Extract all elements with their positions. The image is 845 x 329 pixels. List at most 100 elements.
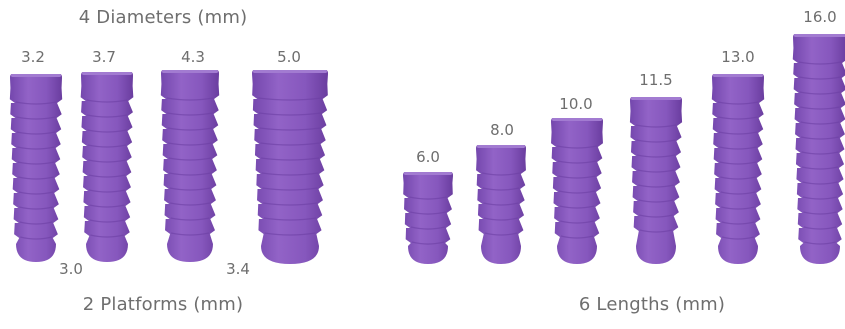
thread-line xyxy=(168,157,212,161)
thread-line xyxy=(261,172,319,176)
platform-label: 3.0 xyxy=(59,260,83,278)
collar-rim xyxy=(713,74,763,77)
thread-line xyxy=(19,206,53,210)
thread-line xyxy=(802,196,838,200)
thread-line xyxy=(721,206,755,210)
thread-line xyxy=(484,232,518,236)
length-label: 11.5 xyxy=(639,71,673,89)
thread-line xyxy=(88,189,126,193)
thread-line xyxy=(167,112,213,116)
thread-line xyxy=(18,176,54,180)
thread-line xyxy=(87,144,127,148)
thread-line xyxy=(15,101,57,105)
thread-line xyxy=(16,131,56,135)
thread-line xyxy=(87,114,127,118)
thread-line xyxy=(638,184,674,188)
thread-line xyxy=(801,136,839,140)
thread-line xyxy=(86,99,128,103)
implant-5-0 xyxy=(252,70,328,264)
collar-rim xyxy=(794,34,845,37)
thread-line xyxy=(559,205,595,209)
length-label: 16.0 xyxy=(803,8,837,26)
thread-line xyxy=(88,159,126,163)
thread-line xyxy=(259,127,321,131)
thread-line xyxy=(262,187,318,191)
thread-line xyxy=(170,232,210,236)
implant-length-6-0 xyxy=(403,172,453,264)
collar-rim xyxy=(11,74,61,77)
platform-label: 3.4 xyxy=(226,260,250,278)
thread-line xyxy=(639,214,673,218)
thread-line xyxy=(170,217,210,221)
implant-length-16-0 xyxy=(792,34,845,264)
collar-rim xyxy=(253,70,327,73)
thread-line xyxy=(802,181,838,185)
thread-line xyxy=(410,211,446,215)
thread-line xyxy=(718,131,758,135)
implant-3-2-body xyxy=(9,74,63,262)
thread-line xyxy=(638,199,674,203)
implant-length-13-0 xyxy=(711,74,765,264)
thread-line xyxy=(411,241,445,245)
thread-line xyxy=(260,142,320,146)
collar-rim xyxy=(82,72,132,75)
implant-3-7-body xyxy=(80,72,134,262)
thread-line xyxy=(558,190,596,194)
thread-line xyxy=(258,112,322,116)
thread-line xyxy=(560,235,594,239)
diameter-label: 3.2 xyxy=(21,48,45,66)
thread-line xyxy=(636,139,676,143)
thread-line xyxy=(482,172,520,176)
thread-line xyxy=(720,191,756,195)
implant-4-3-body xyxy=(160,70,220,262)
thread-line xyxy=(263,217,317,221)
thread-line xyxy=(803,211,837,215)
platforms-title: 2 Platforms (mm) xyxy=(82,294,244,315)
implant-length-8-0 xyxy=(476,145,526,264)
thread-line xyxy=(557,145,597,149)
thread-line xyxy=(482,187,520,191)
collar-rim xyxy=(404,172,452,175)
implant-length-13-0-body xyxy=(711,74,765,264)
thread-line xyxy=(719,146,757,150)
thread-line xyxy=(87,129,127,133)
thread-line xyxy=(800,106,840,110)
thread-line xyxy=(635,124,677,128)
thread-line xyxy=(409,196,447,200)
length-label: 13.0 xyxy=(721,48,755,66)
implant-length-6-0-body xyxy=(403,172,453,264)
thread-line xyxy=(636,154,676,158)
implant-length-11-5-body xyxy=(629,97,683,264)
diameter-label: 5.0 xyxy=(277,48,301,66)
thread-line xyxy=(560,220,594,224)
thread-line xyxy=(722,236,754,240)
thread-line xyxy=(19,221,53,225)
thread-line xyxy=(799,91,841,95)
thread-line xyxy=(798,61,842,65)
diameters-title: 4 Diameters (mm) xyxy=(78,7,248,28)
thread-line xyxy=(17,161,55,165)
length-label: 8.0 xyxy=(490,121,514,139)
thread-line xyxy=(167,127,213,131)
collar-rim xyxy=(552,118,602,121)
collar-rim xyxy=(631,97,681,100)
thread-line xyxy=(258,97,322,101)
thread-line xyxy=(800,121,840,125)
thread-line xyxy=(801,151,839,155)
thread-line xyxy=(801,166,839,170)
thread-line xyxy=(169,172,211,176)
thread-line xyxy=(17,146,55,150)
collar-rim xyxy=(477,145,525,148)
implant-length-10-0-body xyxy=(551,118,603,264)
thread-line xyxy=(18,191,54,195)
thread-line xyxy=(168,142,212,146)
thread-line xyxy=(90,234,124,238)
thread-line xyxy=(264,232,316,236)
thread-line xyxy=(261,157,319,161)
length-label: 6.0 xyxy=(416,148,440,166)
thread-line xyxy=(557,160,597,164)
implant-3-7 xyxy=(80,72,134,262)
thread-line xyxy=(719,161,757,165)
thread-line xyxy=(410,226,446,230)
